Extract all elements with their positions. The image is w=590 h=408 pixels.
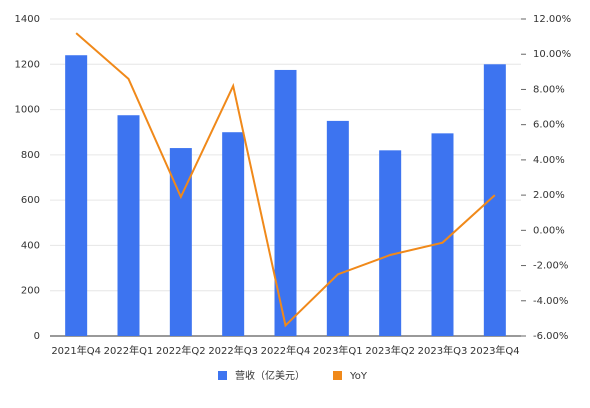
y-tick-label: 400: [21, 240, 40, 251]
y2-tick-label: 10.00%: [533, 49, 571, 60]
y2-tick-label: 0.00%: [533, 225, 565, 236]
legend-swatch: [218, 371, 227, 380]
x-tick-label: 2023年Q1: [313, 344, 363, 357]
legend-label: 营收（亿美元）: [235, 369, 305, 382]
x-tick-label: 2021年Q4: [51, 344, 101, 357]
legend-label: YoY: [349, 371, 368, 382]
x-tick-label: 2023年Q4: [470, 344, 520, 357]
line: [75, 32, 496, 328]
legend-swatch: [333, 371, 342, 380]
y-tick-label: 800: [21, 150, 40, 161]
y-tick-label: 200: [21, 286, 40, 297]
y2-tick-label: -4.00%: [533, 296, 568, 307]
y2-tick-label: -2.00%: [533, 261, 568, 272]
x-tick-label: 2023年Q3: [418, 344, 468, 357]
bar: [379, 150, 402, 336]
y-tick-label: 1000: [15, 105, 40, 116]
y-tick-label: 1400: [15, 14, 40, 25]
y-tick-label: 0: [34, 331, 40, 342]
x-tick-label: 2022年Q2: [156, 344, 206, 357]
bar: [483, 64, 506, 337]
x-tick-label: 2022年Q4: [261, 344, 311, 357]
bar: [431, 133, 454, 336]
x-tick-label: 2022年Q1: [104, 344, 154, 357]
y2-tick-label: 8.00%: [533, 84, 565, 95]
bar: [326, 120, 349, 337]
y2-tick-label: 12.00%: [533, 14, 571, 25]
x-tick-label: 2022年Q3: [208, 344, 258, 357]
bar: [274, 69, 297, 337]
y-tick-label: 1200: [15, 59, 40, 70]
bar: [117, 115, 140, 336]
x-tick-label: 2023年Q2: [365, 344, 415, 357]
bar: [169, 148, 192, 336]
y2-tick-label: 4.00%: [533, 155, 565, 166]
bar: [222, 132, 245, 336]
y2-tick-label: 6.00%: [533, 120, 565, 131]
y-tick-label: 600: [21, 195, 40, 206]
bar: [65, 55, 88, 336]
y2-tick-label: 2.00%: [533, 190, 565, 201]
y2-tick-label: -6.00%: [533, 331, 568, 342]
